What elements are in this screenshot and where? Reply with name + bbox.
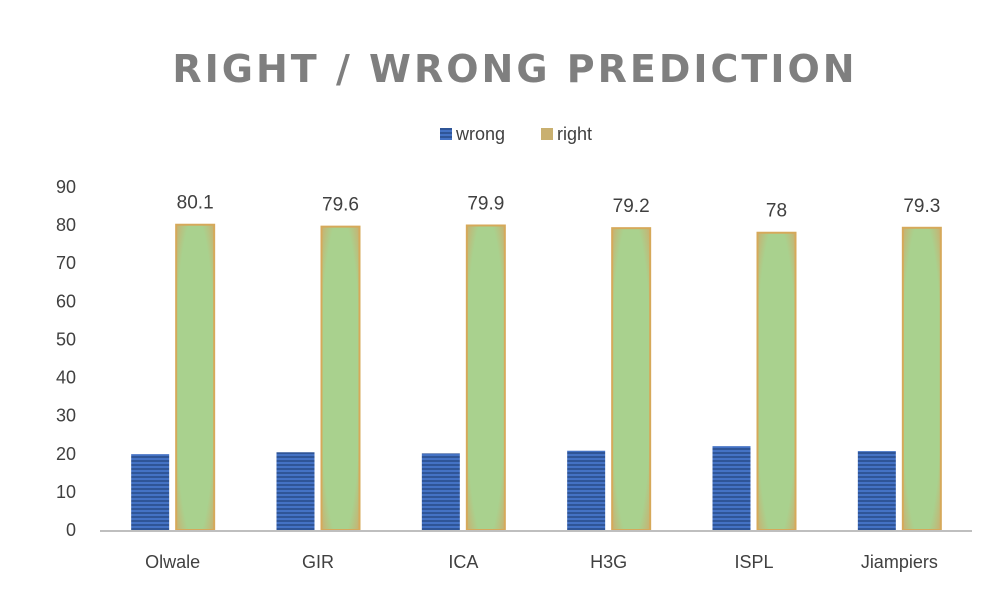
x-category-label: H3G: [590, 552, 627, 572]
y-tick-label: 20: [56, 444, 76, 464]
bar-wrong-h3g: [567, 450, 606, 530]
data-label-right: 79.6: [322, 195, 359, 216]
x-axis: Olwale GIR ICA H3G ISPL Jiampiers: [100, 530, 972, 572]
bar-right-jiampiers: [901, 226, 942, 531]
legend: wrong right: [440, 124, 592, 144]
data-label-right: 80.1: [177, 193, 214, 214]
legend-swatch-wrong: [440, 128, 452, 140]
legend-label-right: right: [557, 124, 592, 144]
bar-wrong-ica: [421, 453, 460, 530]
x-category-label: ICA: [448, 552, 478, 572]
x-category-label: GIR: [302, 552, 334, 572]
x-category-label: ISPL: [734, 552, 773, 572]
x-category-label: Olwale: [145, 552, 200, 572]
data-label-right: 79.9: [467, 193, 504, 214]
legend-swatch-right: [541, 128, 553, 140]
y-tick-label: 0: [66, 520, 76, 540]
y-axis: 0 10 20 30 40 50 60 70 80 90: [56, 177, 76, 540]
bar-right-h3g: [611, 227, 652, 531]
bar-wrong-ispl: [712, 446, 751, 530]
data-label-right: 79.2: [613, 196, 650, 217]
bar-wrong-jiampiers: [857, 451, 896, 530]
legend-label-wrong: wrong: [455, 124, 505, 144]
y-tick-label: 70: [56, 253, 76, 273]
x-category-label: Jiampiers: [861, 552, 938, 572]
y-tick-label: 80: [56, 215, 76, 235]
bar-right-ica: [465, 224, 506, 531]
y-tick-label: 50: [56, 329, 76, 349]
bars: [131, 223, 942, 531]
y-tick-label: 10: [56, 482, 76, 502]
bar-wrong-gir: [276, 452, 315, 530]
y-tick-label: 90: [56, 177, 76, 197]
y-tick-label: 60: [56, 291, 76, 311]
data-label-right: 79.3: [903, 196, 940, 217]
bar-wrong-olwale: [131, 454, 170, 530]
bar-right-olwale: [175, 223, 216, 531]
data-label-right: 78: [766, 201, 787, 222]
y-tick-label: 30: [56, 406, 76, 426]
y-tick-label: 40: [56, 368, 76, 388]
bar-right-ispl: [756, 231, 797, 531]
data-labels: 80.1 79.6 79.9 79.2 78 79.3: [177, 193, 941, 222]
bar-right-gir: [320, 225, 361, 531]
chart-title: RIGHT / WRONG PREDICTION: [172, 47, 857, 91]
